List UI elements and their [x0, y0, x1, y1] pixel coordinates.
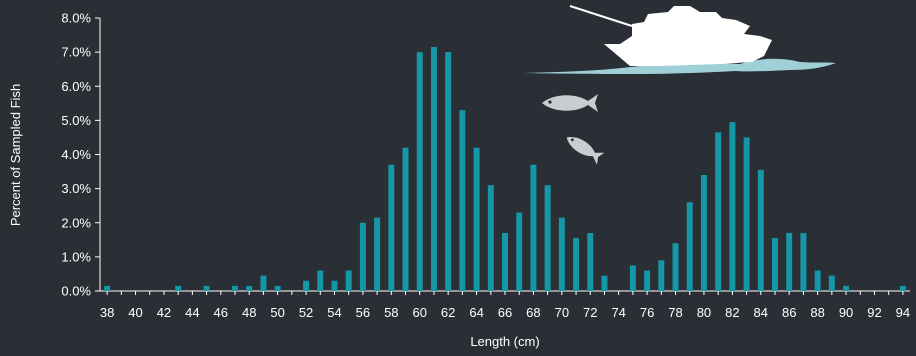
x-tick-label: 76 — [640, 305, 654, 320]
bar — [430, 47, 437, 291]
bar — [743, 137, 750, 291]
fishing-rod — [569, 5, 633, 27]
bar — [445, 52, 452, 291]
y-tick-label: 4.0% — [61, 147, 91, 162]
x-tick-label: 78 — [668, 305, 682, 320]
x-tick-label: 48 — [242, 305, 256, 320]
x-tick-label: 52 — [299, 305, 313, 320]
bar — [104, 285, 111, 291]
y-tick-label: 5.0% — [61, 113, 91, 128]
x-tick-label: 84 — [754, 305, 768, 320]
x-tick-label: 92 — [867, 305, 881, 320]
bar — [573, 238, 580, 291]
y-tick-label: 7.0% — [61, 45, 91, 60]
bar — [359, 222, 366, 291]
x-tick-label: 58 — [384, 305, 398, 320]
x-tick-label: 38 — [100, 305, 114, 320]
y-tick-label: 0.0% — [61, 284, 91, 299]
bar — [331, 280, 338, 291]
bar — [303, 280, 310, 291]
bar — [345, 270, 352, 291]
bar — [317, 270, 324, 291]
x-tick-label: 88 — [810, 305, 824, 320]
x-tick-label: 70 — [555, 305, 569, 320]
y-tick-label: 8.0% — [61, 11, 91, 26]
boat-hull — [604, 6, 772, 66]
bar — [487, 185, 494, 291]
bar — [644, 270, 651, 291]
bar — [828, 275, 835, 291]
bar — [516, 212, 523, 291]
bar — [715, 132, 722, 291]
bar — [175, 285, 182, 291]
y-tick-label: 3.0% — [61, 181, 91, 196]
y-axis-title: Percent of Sampled Fish — [8, 84, 23, 226]
x-tick-label: 74 — [611, 305, 625, 320]
x-tick-label: 90 — [839, 305, 853, 320]
x-tick-label: 68 — [526, 305, 540, 320]
bar — [232, 285, 238, 291]
bar-series — [104, 47, 906, 291]
bar — [459, 110, 466, 291]
bar — [601, 275, 608, 291]
bar — [374, 217, 381, 291]
bar — [530, 164, 537, 291]
y-axis-ticks: 0.0% 1.0% 2.0% 3.0% 4.0% 5.0% 6.0% 7.0% 8.0% — [61, 11, 100, 299]
bar — [587, 232, 594, 291]
x-tick-label: 60 — [413, 305, 427, 320]
bar — [416, 52, 423, 291]
x-tick-label: 86 — [782, 305, 796, 320]
y-tick-label: 6.0% — [61, 79, 91, 94]
x-tick-label: 54 — [327, 305, 341, 320]
x-tick-label: 56 — [356, 305, 370, 320]
bar — [558, 217, 565, 291]
x-tick-label: 66 — [498, 305, 512, 320]
x-tick-label: 80 — [697, 305, 711, 320]
bar — [402, 147, 409, 291]
x-tick-label: 64 — [469, 305, 483, 320]
bar — [772, 238, 778, 291]
fishing-boat-icon — [524, 5, 836, 74]
fish-icon — [566, 137, 605, 165]
x-axis-ticks: 38 40 42 44 46 48 50 52 54 56 58 60 62 64 66 68 70 72 74 76… — [100, 291, 910, 320]
x-tick-label: 44 — [185, 305, 199, 320]
x-tick-label: 94 — [896, 305, 910, 320]
bar — [672, 243, 679, 291]
x-tick-label: 50 — [270, 305, 284, 320]
bar — [629, 265, 636, 291]
bar — [700, 174, 707, 291]
water-wave — [524, 58, 836, 74]
y-tick-label: 1.0% — [61, 249, 91, 264]
bar — [814, 270, 821, 291]
x-tick-label: 46 — [214, 305, 228, 320]
bar — [544, 185, 551, 291]
plot-area: 0.0% 1.0% 2.0% 3.0% 4.0% 5.0% 6.0% 7.0% 8.0% 38 4… — [61, 11, 910, 321]
bar — [246, 285, 253, 291]
bar — [786, 232, 793, 291]
bar — [473, 147, 480, 291]
bar — [658, 260, 665, 291]
x-tick-label: 62 — [441, 305, 455, 320]
bar — [388, 164, 395, 291]
bar — [686, 202, 693, 291]
x-tick-label: 40 — [128, 305, 142, 320]
bar — [260, 275, 267, 291]
x-tick-label: 42 — [157, 305, 171, 320]
bar — [899, 285, 906, 291]
bar — [729, 122, 736, 291]
bar — [757, 169, 764, 291]
bar — [800, 232, 807, 291]
bar — [274, 285, 281, 291]
x-axis-title: Length (cm) — [470, 334, 539, 349]
bar — [502, 232, 508, 291]
y-tick-label: 2.0% — [61, 215, 91, 230]
x-tick-label: 82 — [725, 305, 739, 320]
x-tick-label: 72 — [583, 305, 597, 320]
fish-icon — [542, 94, 598, 112]
bar — [203, 285, 210, 291]
bar — [843, 285, 850, 291]
